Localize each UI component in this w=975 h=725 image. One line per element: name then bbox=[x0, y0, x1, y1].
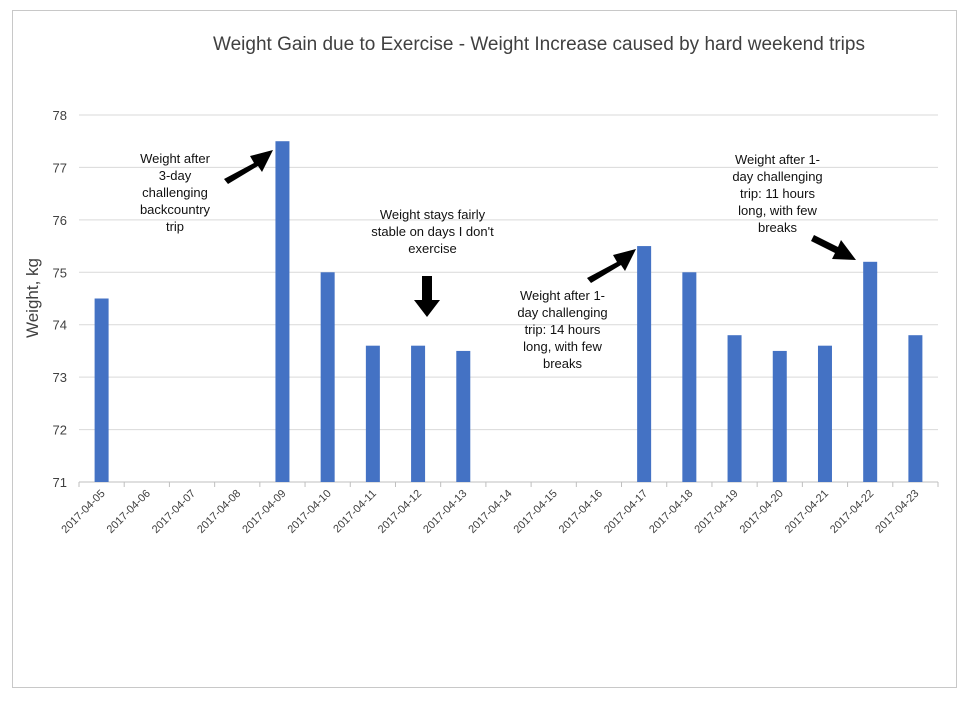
y-tick-label: 77 bbox=[53, 160, 67, 175]
x-tick-label: 2017-04-18 bbox=[647, 488, 695, 536]
x-tick-label: 2017-04-05 bbox=[59, 488, 107, 536]
annotation-line: exercise bbox=[408, 241, 457, 256]
y-tick-label: 72 bbox=[53, 423, 67, 438]
annotation-line: breaks bbox=[757, 220, 798, 235]
x-tick-label: 2017-04-23 bbox=[873, 488, 921, 536]
bar-2017-04-09 bbox=[275, 141, 290, 482]
x-tick-label: 2017-04-06 bbox=[105, 488, 153, 536]
bar-2017-04-22 bbox=[863, 261, 878, 482]
arrow-icon bbox=[811, 235, 856, 260]
bars bbox=[94, 141, 923, 482]
x-tick-label: 2017-04-22 bbox=[828, 488, 876, 536]
annotation-line: breaks bbox=[542, 356, 583, 371]
x-tick-label: 2017-04-16 bbox=[557, 488, 605, 536]
annotation-14-hour-trip: Weight after 1- day challenging trip: 14 h… bbox=[505, 287, 620, 372]
y-tick-label: 74 bbox=[53, 318, 67, 333]
annotation-line: long, with few bbox=[523, 339, 602, 354]
x-tick-label: 2017-04-15 bbox=[512, 488, 560, 536]
x-tick-label: 2017-04-19 bbox=[692, 488, 740, 536]
bar-2017-04-19 bbox=[727, 335, 742, 482]
arrow-down-icon bbox=[414, 276, 440, 317]
annotation-line: day challenging bbox=[732, 169, 823, 184]
annotation-line: Weight stays fairly bbox=[379, 207, 486, 222]
x-tick-label: 2017-04-21 bbox=[783, 488, 831, 536]
x-tick-label: 2017-04-14 bbox=[466, 488, 514, 536]
x-tick-label: 2017-04-12 bbox=[376, 488, 424, 536]
y-tick-label: 73 bbox=[53, 370, 67, 385]
bar-2017-04-10 bbox=[320, 272, 335, 482]
y-tick-label: 76 bbox=[53, 213, 67, 228]
gridlines bbox=[78, 114, 939, 487]
chart-title: Weight Gain due to Exercise - Weight Inc… bbox=[213, 34, 865, 55]
annotation-line: stable on days I don't bbox=[371, 224, 494, 239]
annotation-line: trip bbox=[165, 219, 185, 234]
x-tick-label: 2017-04-07 bbox=[150, 488, 198, 536]
annotation-line: trip: 11 hours bbox=[740, 186, 815, 201]
bar-2017-04-13 bbox=[456, 350, 471, 482]
x-tick-label: 2017-04-17 bbox=[602, 488, 650, 536]
x-tick-label: 2017-04-13 bbox=[421, 488, 469, 536]
annotation-stable-weight: Weight stays fairly stable on days I don'… bbox=[360, 206, 505, 257]
x-tick-label: 2017-04-09 bbox=[240, 488, 288, 536]
annotation-3day-trip: Weight after 3-day challenging backcountry t… bbox=[120, 150, 230, 235]
annotation-line: day challenging bbox=[517, 305, 608, 320]
arrow-icon bbox=[587, 249, 636, 283]
annotation-line: 3-day bbox=[158, 168, 192, 183]
annotation-line: Weight after 1- bbox=[519, 288, 606, 303]
bar-2017-04-11 bbox=[365, 345, 380, 482]
bar-2017-04-18 bbox=[682, 272, 697, 482]
bar-2017-04-17 bbox=[637, 246, 652, 482]
y-tick-label: 78 bbox=[53, 108, 67, 123]
annotation-line: challenging bbox=[142, 185, 208, 200]
annotation-11-hour-trip: Weight after 1- day challenging trip: 11 h… bbox=[720, 151, 835, 236]
annotation-line: Weight after 1- bbox=[734, 152, 821, 167]
chart-frame bbox=[12, 10, 957, 688]
annotation-line: Weight after bbox=[140, 151, 210, 166]
y-tick-label: 71 bbox=[53, 475, 67, 490]
y-tick-label: 75 bbox=[53, 265, 67, 280]
annotation-line: long, with few bbox=[738, 203, 817, 218]
bar-2017-04-12 bbox=[411, 345, 426, 482]
bar-2017-04-23 bbox=[908, 335, 923, 482]
annotation-line: trip: 14 hours bbox=[524, 322, 601, 337]
annotation-line: backcountry bbox=[139, 202, 211, 217]
x-tick-label: 2017-04-20 bbox=[738, 488, 786, 536]
bar-2017-04-05 bbox=[94, 298, 109, 482]
x-tick-label: 2017-04-11 bbox=[331, 488, 379, 536]
bar-2017-04-20 bbox=[772, 350, 787, 482]
arrow-icon bbox=[224, 150, 273, 184]
bar-2017-04-21 bbox=[817, 345, 832, 482]
x-tick-labels: 2017-04-052017-04-062017-04-072017-04-08… bbox=[59, 488, 921, 536]
x-tick-label: 2017-04-08 bbox=[195, 488, 243, 536]
x-tick-label: 2017-04-10 bbox=[285, 488, 333, 536]
y-tick-labels: 71 72 73 74 75 76 77 78 bbox=[53, 108, 67, 490]
